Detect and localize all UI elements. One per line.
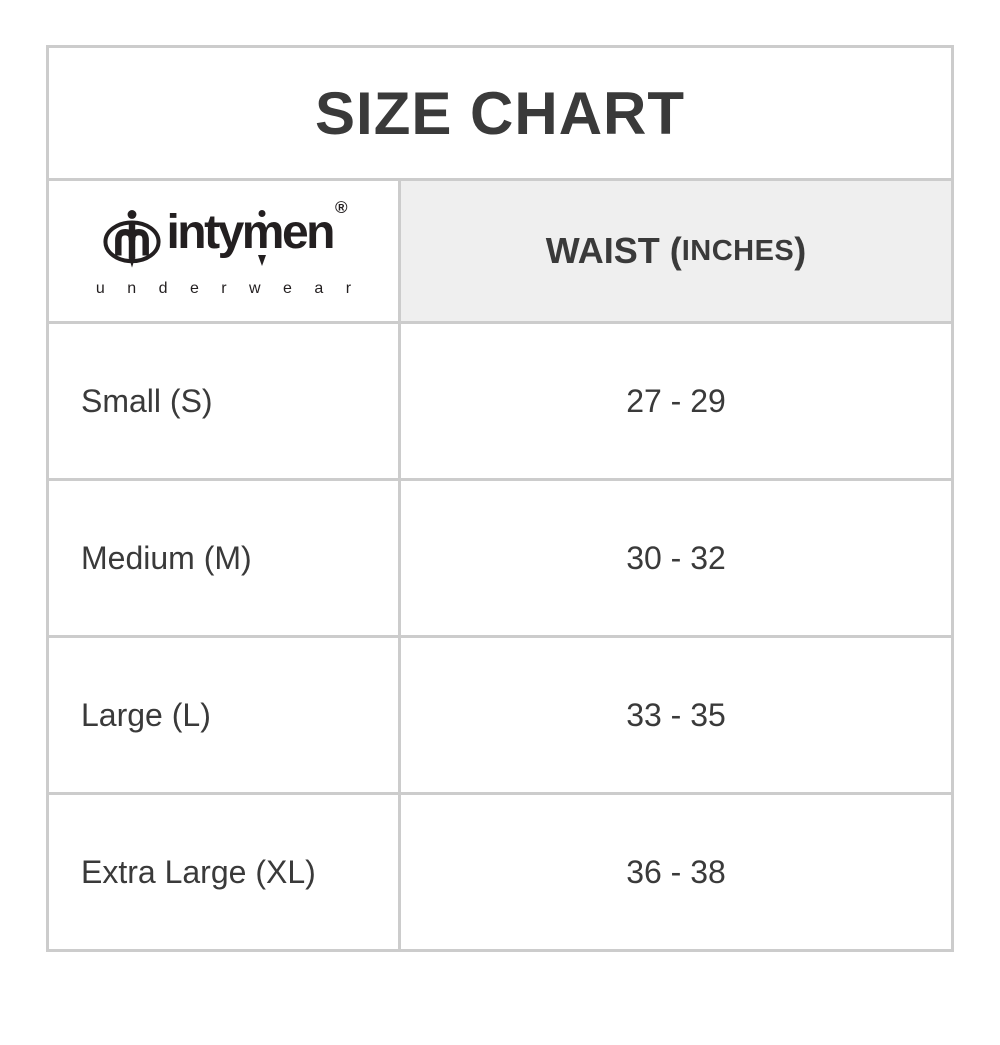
waist-header-unit: INCHES [681, 234, 795, 267]
size-label: Extra Large (XL) [49, 795, 401, 949]
table-row: Medium (M) 30 - 32 [49, 481, 951, 638]
registered-trademark-icon: ® [335, 198, 348, 217]
size-label: Small (S) [49, 324, 401, 478]
table-row: Large (L) 33 - 35 [49, 638, 951, 795]
table-row: Small (S) 27 - 29 [49, 324, 951, 481]
size-label: Large (L) [49, 638, 401, 792]
brand-logo-cell: intymen ® u n d e r w e a r [49, 181, 401, 321]
intymen-logo-mark-icon [103, 210, 162, 268]
waist-value: 33 - 35 [401, 638, 951, 792]
page-title: SIZE CHART [315, 79, 685, 147]
intymen-logo: intymen ® u n d e r w e a r [87, 198, 361, 298]
brand-dotted-m: m [241, 206, 285, 259]
size-chart-table: SIZE CHART intymen ® u n d e r w e [46, 45, 954, 952]
waist-header-main: WAIST ( [545, 230, 682, 271]
waist-value: 30 - 32 [401, 481, 951, 635]
table-row: Extra Large (XL) 36 - 38 [49, 795, 951, 949]
waist-value: 36 - 38 [401, 795, 951, 949]
waist-header-close: ) [794, 230, 807, 271]
waist-value: 27 - 29 [401, 324, 951, 478]
size-label: Medium (M) [49, 481, 401, 635]
brand-prefix: inty [166, 206, 244, 259]
title-row: SIZE CHART [49, 48, 951, 181]
waist-column-header: WAIST (INCHES) [401, 181, 951, 321]
brand-wordmark: intymen [166, 206, 336, 259]
brand-suffix: en [281, 206, 336, 259]
brand-tagline: u n d e r w e a r [95, 280, 361, 297]
table-header-row: intymen ® u n d e r w e a r WAIST (INCHE… [49, 181, 951, 324]
